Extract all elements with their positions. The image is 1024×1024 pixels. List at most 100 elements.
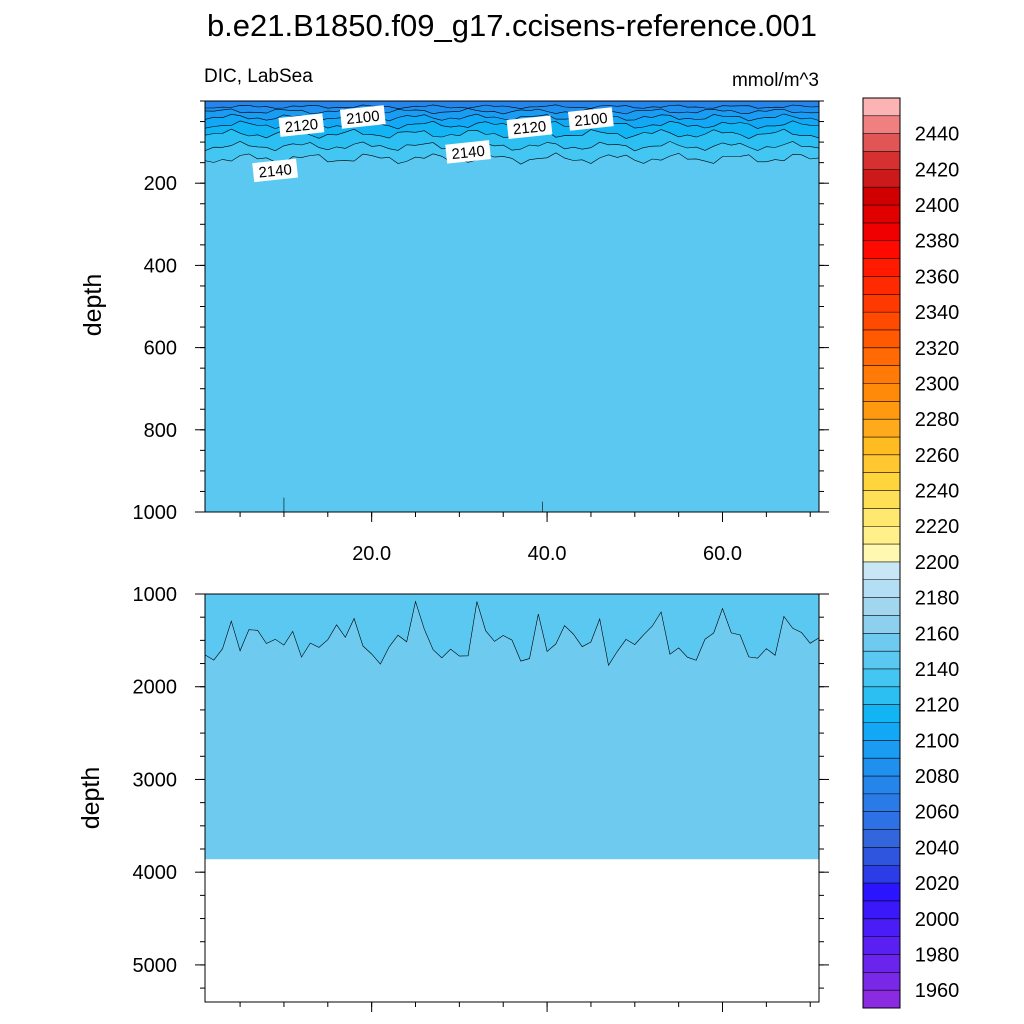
contour-band-2080	[205, 101, 819, 109]
colorbar-label: 2420	[915, 159, 960, 181]
contour-label-2140: 2140	[252, 158, 298, 183]
colorbar-frame	[862, 97, 901, 1009]
colorbar-swatch	[863, 811, 900, 830]
top-y-axis-label: depth	[79, 274, 107, 337]
colorbar: 2440 2420 2400 2380 2360 2340 2320 2300 2280 2260…	[862, 97, 960, 1009]
contour-line-2130	[204, 140, 820, 152]
contour-line-2150	[204, 600, 820, 667]
colorbar-label: 2140	[915, 659, 960, 681]
x-tick-label: 20.0	[352, 543, 391, 565]
bottom-y-axis-label: depth	[77, 767, 105, 830]
colorbar-label: 2280	[915, 409, 960, 431]
colorbar-label: 2060	[915, 802, 960, 824]
colorbar-swatch	[863, 615, 900, 634]
colorbar-swatch	[863, 329, 900, 349]
y-tick-label: 400	[144, 255, 177, 277]
colorbar-swatch	[863, 668, 900, 688]
x-tick-label: 40.0	[528, 543, 567, 565]
contour-label-text: 2120	[512, 118, 547, 138]
top-panel: 2120 2100 2120 2100 2140 2140 200 400 600 800 1000…	[133, 100, 829, 565]
colorbar-swatch	[863, 561, 900, 581]
colorbar-label: 2080	[915, 766, 960, 788]
colorbar-swatch	[863, 918, 900, 938]
contour-label-text: 2120	[284, 116, 319, 136]
bottom-panel: 1000 2000 3000 4000 5000	[133, 584, 829, 1012]
contour-label-box	[568, 107, 614, 131]
colorbar-swatch	[863, 240, 900, 259]
contour-label-box	[278, 113, 325, 137]
contour-line-2080	[205, 104, 820, 110]
colorbar-label: 1960	[915, 980, 960, 1002]
colorbar-swatch	[863, 365, 900, 384]
colorbar-label: 2440	[915, 124, 960, 146]
y-tick-label: 800	[144, 420, 177, 442]
contour-label-2100: 2100	[568, 107, 614, 131]
contour-label-box	[506, 115, 553, 139]
colorbar-swatch	[863, 383, 900, 402]
colorbar-swatch	[863, 758, 900, 777]
variable-label: DIC, LabSea	[204, 66, 313, 87]
colorbar-label: 2400	[915, 195, 960, 217]
colorbar-label: 2320	[915, 338, 960, 360]
colorbar-swatch	[863, 187, 900, 206]
y-tick-label: 1000	[133, 502, 178, 524]
y-tick-label: 5000	[133, 955, 178, 977]
colorbar-label: 2040	[915, 837, 960, 859]
colorbar-swatch	[863, 900, 900, 920]
y-tick-label: 4000	[133, 862, 178, 884]
colorbar-swatch	[863, 597, 900, 616]
colorbar-label: 2020	[915, 873, 960, 895]
contour-band-2150	[205, 594, 819, 666]
colorbar-swatch	[863, 151, 900, 170]
colorbar-label: 2380	[915, 231, 960, 253]
colorbar-swatch	[863, 312, 900, 331]
y-tick-label: 3000	[133, 769, 178, 791]
colorbar-swatch	[863, 829, 900, 848]
colorbar-swatch	[863, 579, 900, 598]
colorbar-swatch	[863, 454, 900, 474]
colorbar-swatch	[863, 651, 900, 670]
units-label: mmol/m^3	[732, 70, 819, 91]
colorbar-swatch	[863, 526, 900, 545]
contour-label-box	[339, 105, 386, 129]
colorbar-swatch	[863, 508, 900, 527]
y-tick-label: 200	[144, 173, 177, 195]
colorbar-label: 2180	[915, 588, 960, 610]
colorbar-swatch	[863, 258, 900, 277]
colorbar-label: 2100	[915, 730, 960, 752]
top-panel-background	[205, 101, 819, 512]
chart-title: b.e21.B1850.f09_g17.ccisens-reference.00…	[207, 8, 817, 43]
colorbar-swatch	[863, 990, 900, 1009]
contour-label-box	[252, 158, 298, 183]
contour-label-2120: 2120	[278, 113, 325, 137]
colorbar-swatch	[863, 633, 900, 652]
colorbar-swatch	[863, 169, 900, 188]
colorbar-label: 2340	[915, 302, 960, 324]
colorbar-swatch	[863, 740, 900, 759]
colorbar-swatch	[863, 133, 900, 152]
colorbar-label: 2220	[915, 516, 960, 538]
colorbar-swatch	[863, 205, 900, 224]
colorbar-swatch	[863, 472, 900, 491]
colorbar-label: 2120	[915, 695, 960, 717]
colorbar-swatch	[863, 936, 900, 955]
contour-label-2140: 2140	[445, 140, 491, 164]
colorbar-swatch	[863, 294, 900, 313]
y-tick-label: 1000	[133, 584, 178, 606]
plot-frame	[204, 593, 820, 1003]
colorbar-label: 2360	[915, 266, 960, 288]
colorbar-swatch	[863, 793, 900, 813]
colorbar-label: 2000	[915, 909, 960, 931]
colorbar-swatch	[863, 776, 900, 795]
colorbar-swatch	[863, 865, 900, 884]
colorbar-swatch	[863, 419, 900, 438]
colorbar-swatch	[863, 847, 900, 866]
contour-label-text: 2140	[451, 143, 486, 163]
colorbar-swatch	[863, 347, 900, 367]
colorbar-swatch	[863, 883, 900, 902]
colorbar-swatch	[863, 222, 900, 242]
x-tick-label: 60.0	[703, 543, 742, 565]
contour-label-2100: 2100	[339, 105, 386, 129]
colorbar-label: 2260	[915, 445, 960, 467]
